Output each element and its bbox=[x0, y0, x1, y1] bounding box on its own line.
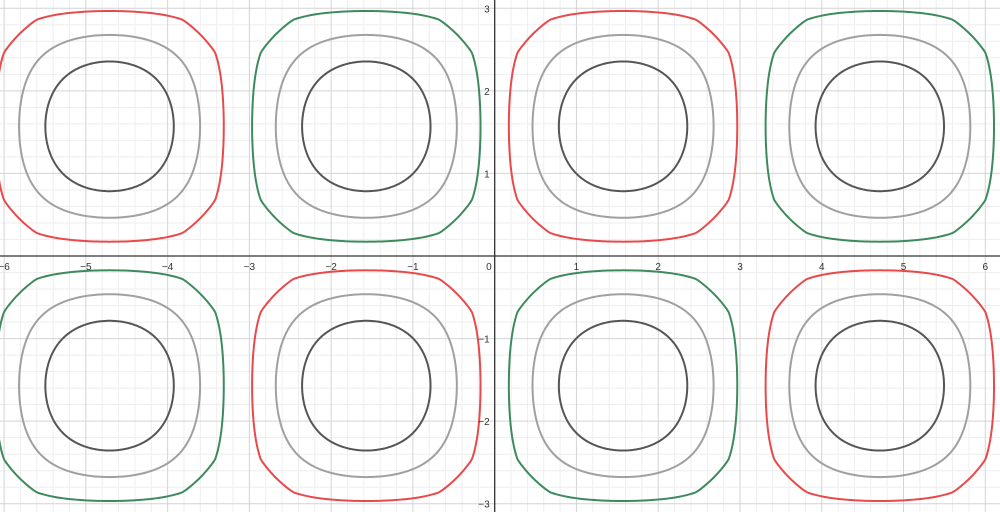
x-tick-label: 3 bbox=[737, 262, 743, 273]
x-tick-label: −4 bbox=[162, 262, 174, 273]
contour-inner-8 bbox=[814, 319, 946, 452]
contour-curves bbox=[0, 10, 996, 502]
y-tick-label: 3 bbox=[484, 4, 490, 15]
x-tick-label: 0 bbox=[486, 262, 492, 273]
contour-outer-1 bbox=[0, 10, 225, 243]
contour-outer-2 bbox=[251, 10, 482, 243]
contour-outer-3 bbox=[507, 10, 739, 243]
x-tick-label: −1 bbox=[407, 262, 419, 273]
contour-inner-7 bbox=[557, 319, 689, 452]
x-tick-label: −6 bbox=[0, 262, 10, 273]
x-tick-label: −3 bbox=[244, 262, 256, 273]
contour-inner-2 bbox=[301, 60, 432, 193]
contour-outer-4 bbox=[764, 10, 996, 243]
contour-middle-6 bbox=[274, 293, 458, 479]
y-tick-label: −1 bbox=[478, 335, 490, 346]
contour-inner-1 bbox=[44, 60, 175, 193]
contour-middle-3 bbox=[531, 33, 715, 219]
tick-labels: −6 −5 −4 −3 −2 −1 0 1 2 3 4 5 6 −3 −2 −1 1 2 3 bbox=[0, 4, 989, 510]
contour-middle-7 bbox=[531, 293, 715, 479]
contour-middle-4 bbox=[788, 33, 972, 219]
contour-inner-6 bbox=[301, 319, 432, 452]
x-tick-label: 2 bbox=[655, 262, 661, 273]
x-tick-label: 6 bbox=[983, 262, 989, 273]
y-tick-label: −3 bbox=[478, 500, 490, 511]
x-tick-label: −5 bbox=[80, 262, 92, 273]
y-tick-label: 2 bbox=[484, 87, 490, 98]
contour-middle-8 bbox=[788, 293, 972, 479]
x-tick-label: 1 bbox=[574, 262, 580, 273]
contour-inner-4 bbox=[814, 60, 946, 193]
y-tick-label: −2 bbox=[478, 417, 490, 428]
contour-middle-2 bbox=[274, 33, 458, 219]
contour-outer-5 bbox=[0, 269, 225, 502]
contour-inner-3 bbox=[557, 60, 689, 193]
contour-middle-1 bbox=[18, 33, 202, 219]
x-tick-label: 4 bbox=[819, 262, 825, 273]
x-tick-label: 5 bbox=[901, 262, 907, 273]
contour-outer-7 bbox=[507, 269, 739, 502]
contour-outer-6 bbox=[251, 269, 482, 502]
y-tick-label: 1 bbox=[484, 169, 490, 180]
contour-middle-5 bbox=[18, 293, 202, 479]
contour-outer-8 bbox=[764, 269, 996, 502]
contour-inner-5 bbox=[44, 319, 175, 452]
x-tick-label: −2 bbox=[325, 262, 337, 273]
